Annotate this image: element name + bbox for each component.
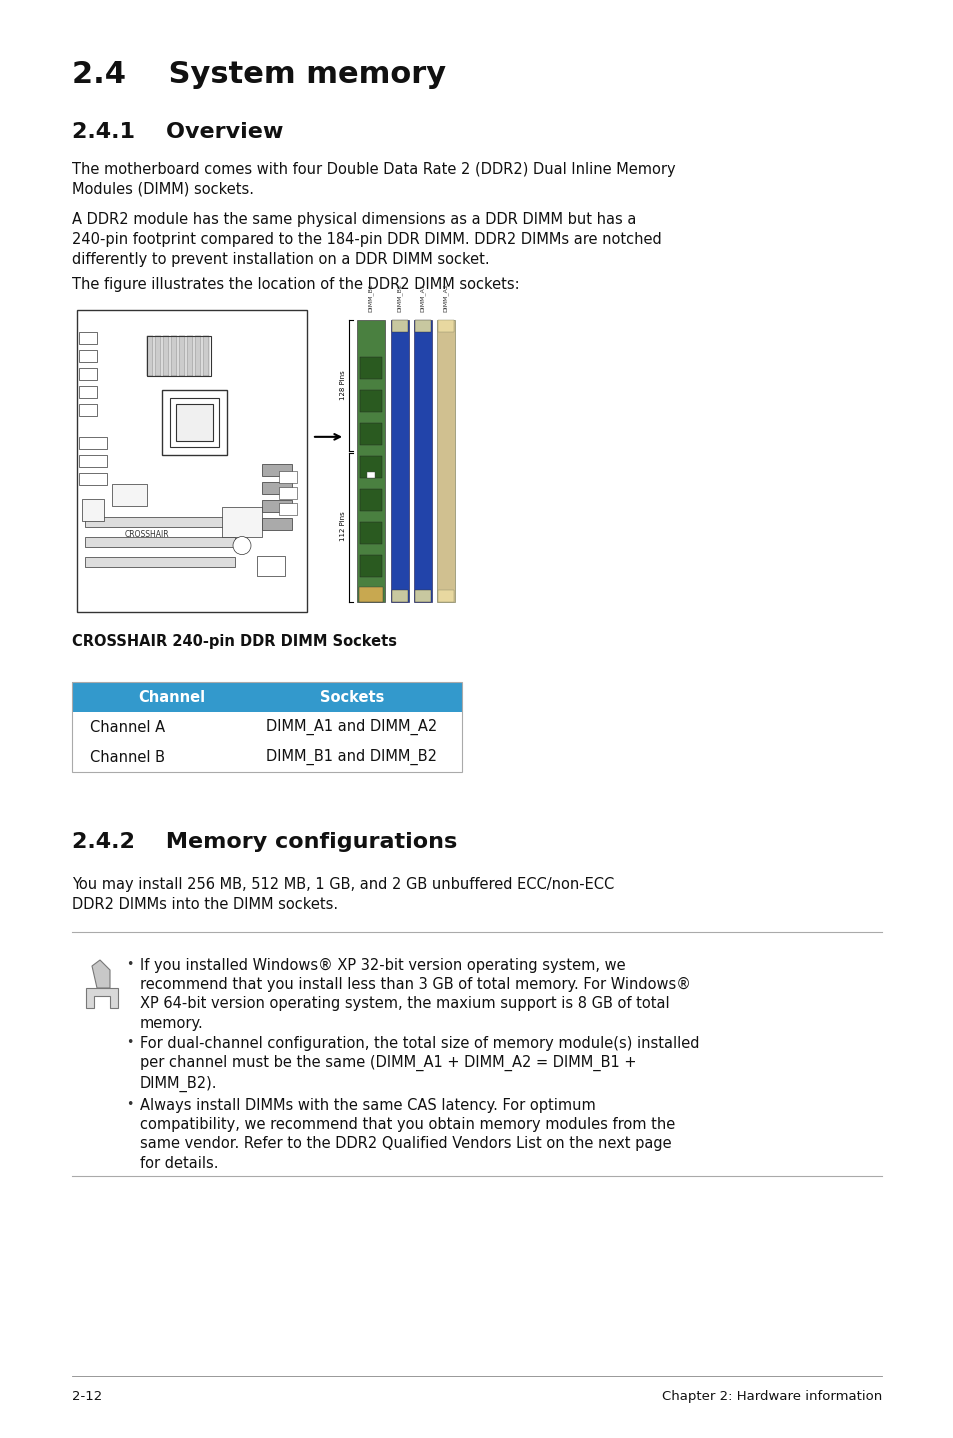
Bar: [79, 456, 107, 467]
Bar: [171, 336, 177, 377]
Bar: [415, 321, 431, 332]
Bar: [414, 321, 432, 603]
Text: 2.4    System memory: 2.4 System memory: [71, 60, 446, 89]
Bar: [392, 590, 408, 603]
Polygon shape: [91, 961, 110, 988]
Bar: [82, 499, 104, 522]
Text: You may install 256 MB, 512 MB, 1 GB, and 2 GB unbuffered ECC/non-ECC
DDR2 DIMMs: You may install 256 MB, 512 MB, 1 GB, an…: [71, 877, 614, 912]
Bar: [359, 357, 381, 380]
Text: The figure illustrates the location of the DDR2 DIMM sockets:: The figure illustrates the location of t…: [71, 278, 519, 292]
Bar: [415, 590, 431, 603]
Bar: [71, 682, 461, 712]
Bar: [154, 336, 161, 377]
Text: CROSSHAIR: CROSSHAIR: [125, 531, 169, 539]
Bar: [147, 336, 211, 377]
Text: Channel B: Channel B: [90, 749, 165, 765]
Bar: [85, 557, 234, 567]
Bar: [79, 368, 97, 380]
Text: Channel: Channel: [138, 689, 205, 705]
Bar: [256, 555, 285, 575]
Bar: [278, 503, 296, 515]
Bar: [79, 404, 97, 416]
Bar: [437, 590, 454, 603]
Bar: [79, 437, 107, 449]
Bar: [356, 321, 385, 603]
Bar: [79, 332, 97, 344]
Bar: [262, 500, 292, 512]
Bar: [359, 522, 381, 544]
Bar: [436, 321, 455, 603]
Text: 128 Pins: 128 Pins: [339, 371, 346, 400]
Bar: [278, 487, 296, 499]
Bar: [147, 336, 152, 377]
Bar: [85, 516, 234, 526]
Text: The motherboard comes with four Double Data Rate 2 (DDR2) Dual Inline Memory
Mod: The motherboard comes with four Double D…: [71, 162, 675, 197]
Bar: [359, 555, 381, 577]
Bar: [203, 336, 209, 377]
Bar: [179, 336, 185, 377]
Bar: [175, 404, 213, 441]
Text: 2-12: 2-12: [71, 1391, 102, 1403]
Bar: [262, 482, 292, 495]
Bar: [367, 472, 375, 477]
Bar: [71, 712, 461, 742]
Text: DIMM_B1: DIMM_B1: [368, 283, 374, 312]
Bar: [170, 398, 219, 447]
Text: Always install DIMMs with the same CAS latency. For optimum
compatibility, we re: Always install DIMMs with the same CAS l…: [140, 1099, 675, 1171]
Text: 112 Pins: 112 Pins: [339, 512, 346, 541]
Bar: [162, 390, 227, 454]
Text: Chapter 2: Hardware information: Chapter 2: Hardware information: [661, 1391, 882, 1403]
Bar: [194, 336, 201, 377]
Bar: [359, 456, 381, 477]
Text: DIMM_B2: DIMM_B2: [396, 283, 402, 312]
Bar: [85, 536, 234, 546]
Bar: [77, 311, 307, 613]
Bar: [71, 682, 461, 772]
Text: For dual-channel configuration, the total size of memory module(s) installed
per: For dual-channel configuration, the tota…: [140, 1035, 699, 1091]
Text: If you installed Windows® XP 32-bit version operating system, we
recommend that : If you installed Windows® XP 32-bit vers…: [140, 958, 690, 1031]
Polygon shape: [86, 988, 118, 1008]
Bar: [79, 385, 97, 398]
Bar: [437, 321, 454, 332]
Text: DIMM_A1 and DIMM_A2: DIMM_A1 and DIMM_A2: [266, 719, 437, 735]
Text: 2.4.2    Memory configurations: 2.4.2 Memory configurations: [71, 833, 456, 851]
Text: CROSSHAIR 240-pin DDR DIMM Sockets: CROSSHAIR 240-pin DDR DIMM Sockets: [71, 634, 396, 649]
Text: A DDR2 module has the same physical dimensions as a DDR DIMM but has a
240-pin f: A DDR2 module has the same physical dime…: [71, 211, 661, 266]
Text: •: •: [126, 1099, 133, 1112]
Text: •: •: [126, 1035, 133, 1048]
Bar: [79, 473, 107, 485]
Bar: [392, 321, 408, 332]
Bar: [358, 587, 382, 603]
Bar: [278, 472, 296, 483]
Bar: [359, 423, 381, 444]
Text: Channel A: Channel A: [90, 719, 165, 735]
Bar: [262, 518, 292, 531]
Bar: [112, 485, 147, 506]
Text: DIMM_A2: DIMM_A2: [443, 283, 448, 312]
Text: 2.4.1    Overview: 2.4.1 Overview: [71, 122, 283, 142]
Circle shape: [233, 536, 251, 555]
Bar: [359, 390, 381, 413]
Bar: [187, 336, 193, 377]
Bar: [391, 321, 409, 603]
Bar: [79, 349, 97, 362]
Bar: [71, 742, 461, 772]
Text: •: •: [126, 958, 133, 971]
Text: Sockets: Sockets: [319, 689, 384, 705]
Bar: [262, 464, 292, 476]
Bar: [163, 336, 169, 377]
Bar: [359, 489, 381, 510]
Bar: [222, 506, 262, 536]
Text: DIMM_A1: DIMM_A1: [419, 283, 425, 312]
Text: DIMM_B1 and DIMM_B2: DIMM_B1 and DIMM_B2: [266, 749, 437, 765]
